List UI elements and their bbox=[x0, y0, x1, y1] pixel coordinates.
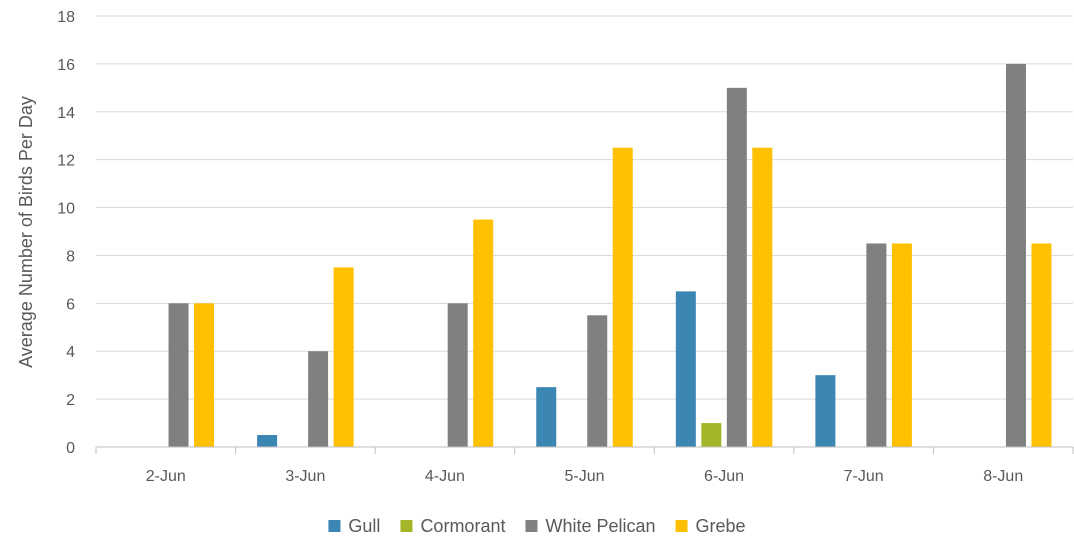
y-axis-tick-labels: 0 2 4 6 8 10 12 14 16 18 bbox=[57, 9, 75, 457]
y-tick-label: 8 bbox=[66, 248, 75, 265]
x-tick-label: 4-Jun bbox=[425, 468, 465, 485]
legend-swatch-white-pelican bbox=[525, 520, 538, 532]
bar-grebe-5-jun bbox=[612, 147, 633, 447]
x-axis-tick-labels: 2-Jun 3-Jun 4-Jun 5-Jun 6-Jun 7-Jun 8-Jun bbox=[146, 468, 1023, 485]
bar-white-pelican-5-jun bbox=[587, 315, 608, 447]
x-tick-label: 3-Jun bbox=[285, 468, 325, 485]
bar-white-pelican-6-jun bbox=[726, 87, 747, 447]
bar-grebe-4-jun bbox=[473, 219, 494, 447]
y-tick-label: 12 bbox=[57, 153, 75, 170]
x-tick-label: 8-Jun bbox=[983, 468, 1023, 485]
y-tick-label: 18 bbox=[57, 9, 75, 26]
legend-label: Cormorant bbox=[420, 516, 505, 536]
y-tick-label: 10 bbox=[57, 201, 75, 218]
bar-white-pelican-2-jun bbox=[168, 303, 189, 447]
legend-label: Grebe bbox=[696, 516, 746, 536]
x-tick-label: 6-Jun bbox=[704, 468, 744, 485]
bar-gull-3-jun bbox=[257, 435, 278, 447]
x-tick-label: 5-Jun bbox=[564, 468, 604, 485]
bar-white-pelican-8-jun bbox=[1005, 63, 1026, 448]
bar-gull-7-jun bbox=[815, 375, 836, 447]
bar-gull-6-jun bbox=[675, 291, 696, 447]
legend-label: Gull bbox=[348, 516, 380, 536]
legend-swatch-grebe bbox=[675, 520, 688, 532]
x-axis-ticks bbox=[95, 447, 1074, 454]
bar-gull-5-jun bbox=[536, 387, 557, 447]
bar-grebe-6-jun bbox=[752, 147, 773, 447]
bar-white-pelican-3-jun bbox=[308, 351, 329, 447]
x-tick-label: 2-Jun bbox=[146, 468, 186, 485]
bar-cormorant-6-jun bbox=[701, 423, 722, 447]
y-axis-title: Average Number of Birds Per Day bbox=[16, 96, 36, 368]
bar-grebe-3-jun bbox=[333, 267, 354, 447]
bars bbox=[168, 63, 1052, 448]
legend: Gull Cormorant White Pelican Grebe bbox=[328, 516, 746, 536]
bar-grebe-8-jun bbox=[1031, 243, 1052, 447]
bar-white-pelican-4-jun bbox=[447, 303, 468, 447]
y-tick-label: 4 bbox=[66, 344, 75, 361]
y-tick-label: 14 bbox=[57, 105, 75, 122]
y-tick-label: 16 bbox=[57, 57, 75, 74]
y-tick-label: 6 bbox=[66, 296, 75, 313]
bar-grebe-2-jun bbox=[194, 303, 215, 447]
bar-grebe-7-jun bbox=[891, 243, 912, 447]
gridlines bbox=[96, 15, 1073, 400]
y-tick-label: 2 bbox=[66, 392, 75, 409]
bar-white-pelican-7-jun bbox=[866, 243, 887, 447]
y-tick-label: 0 bbox=[66, 440, 75, 457]
x-tick-label: 7-Jun bbox=[844, 468, 884, 485]
legend-swatch-gull bbox=[328, 520, 341, 532]
legend-label: White Pelican bbox=[545, 516, 655, 536]
legend-swatch-cormorant bbox=[400, 520, 413, 532]
